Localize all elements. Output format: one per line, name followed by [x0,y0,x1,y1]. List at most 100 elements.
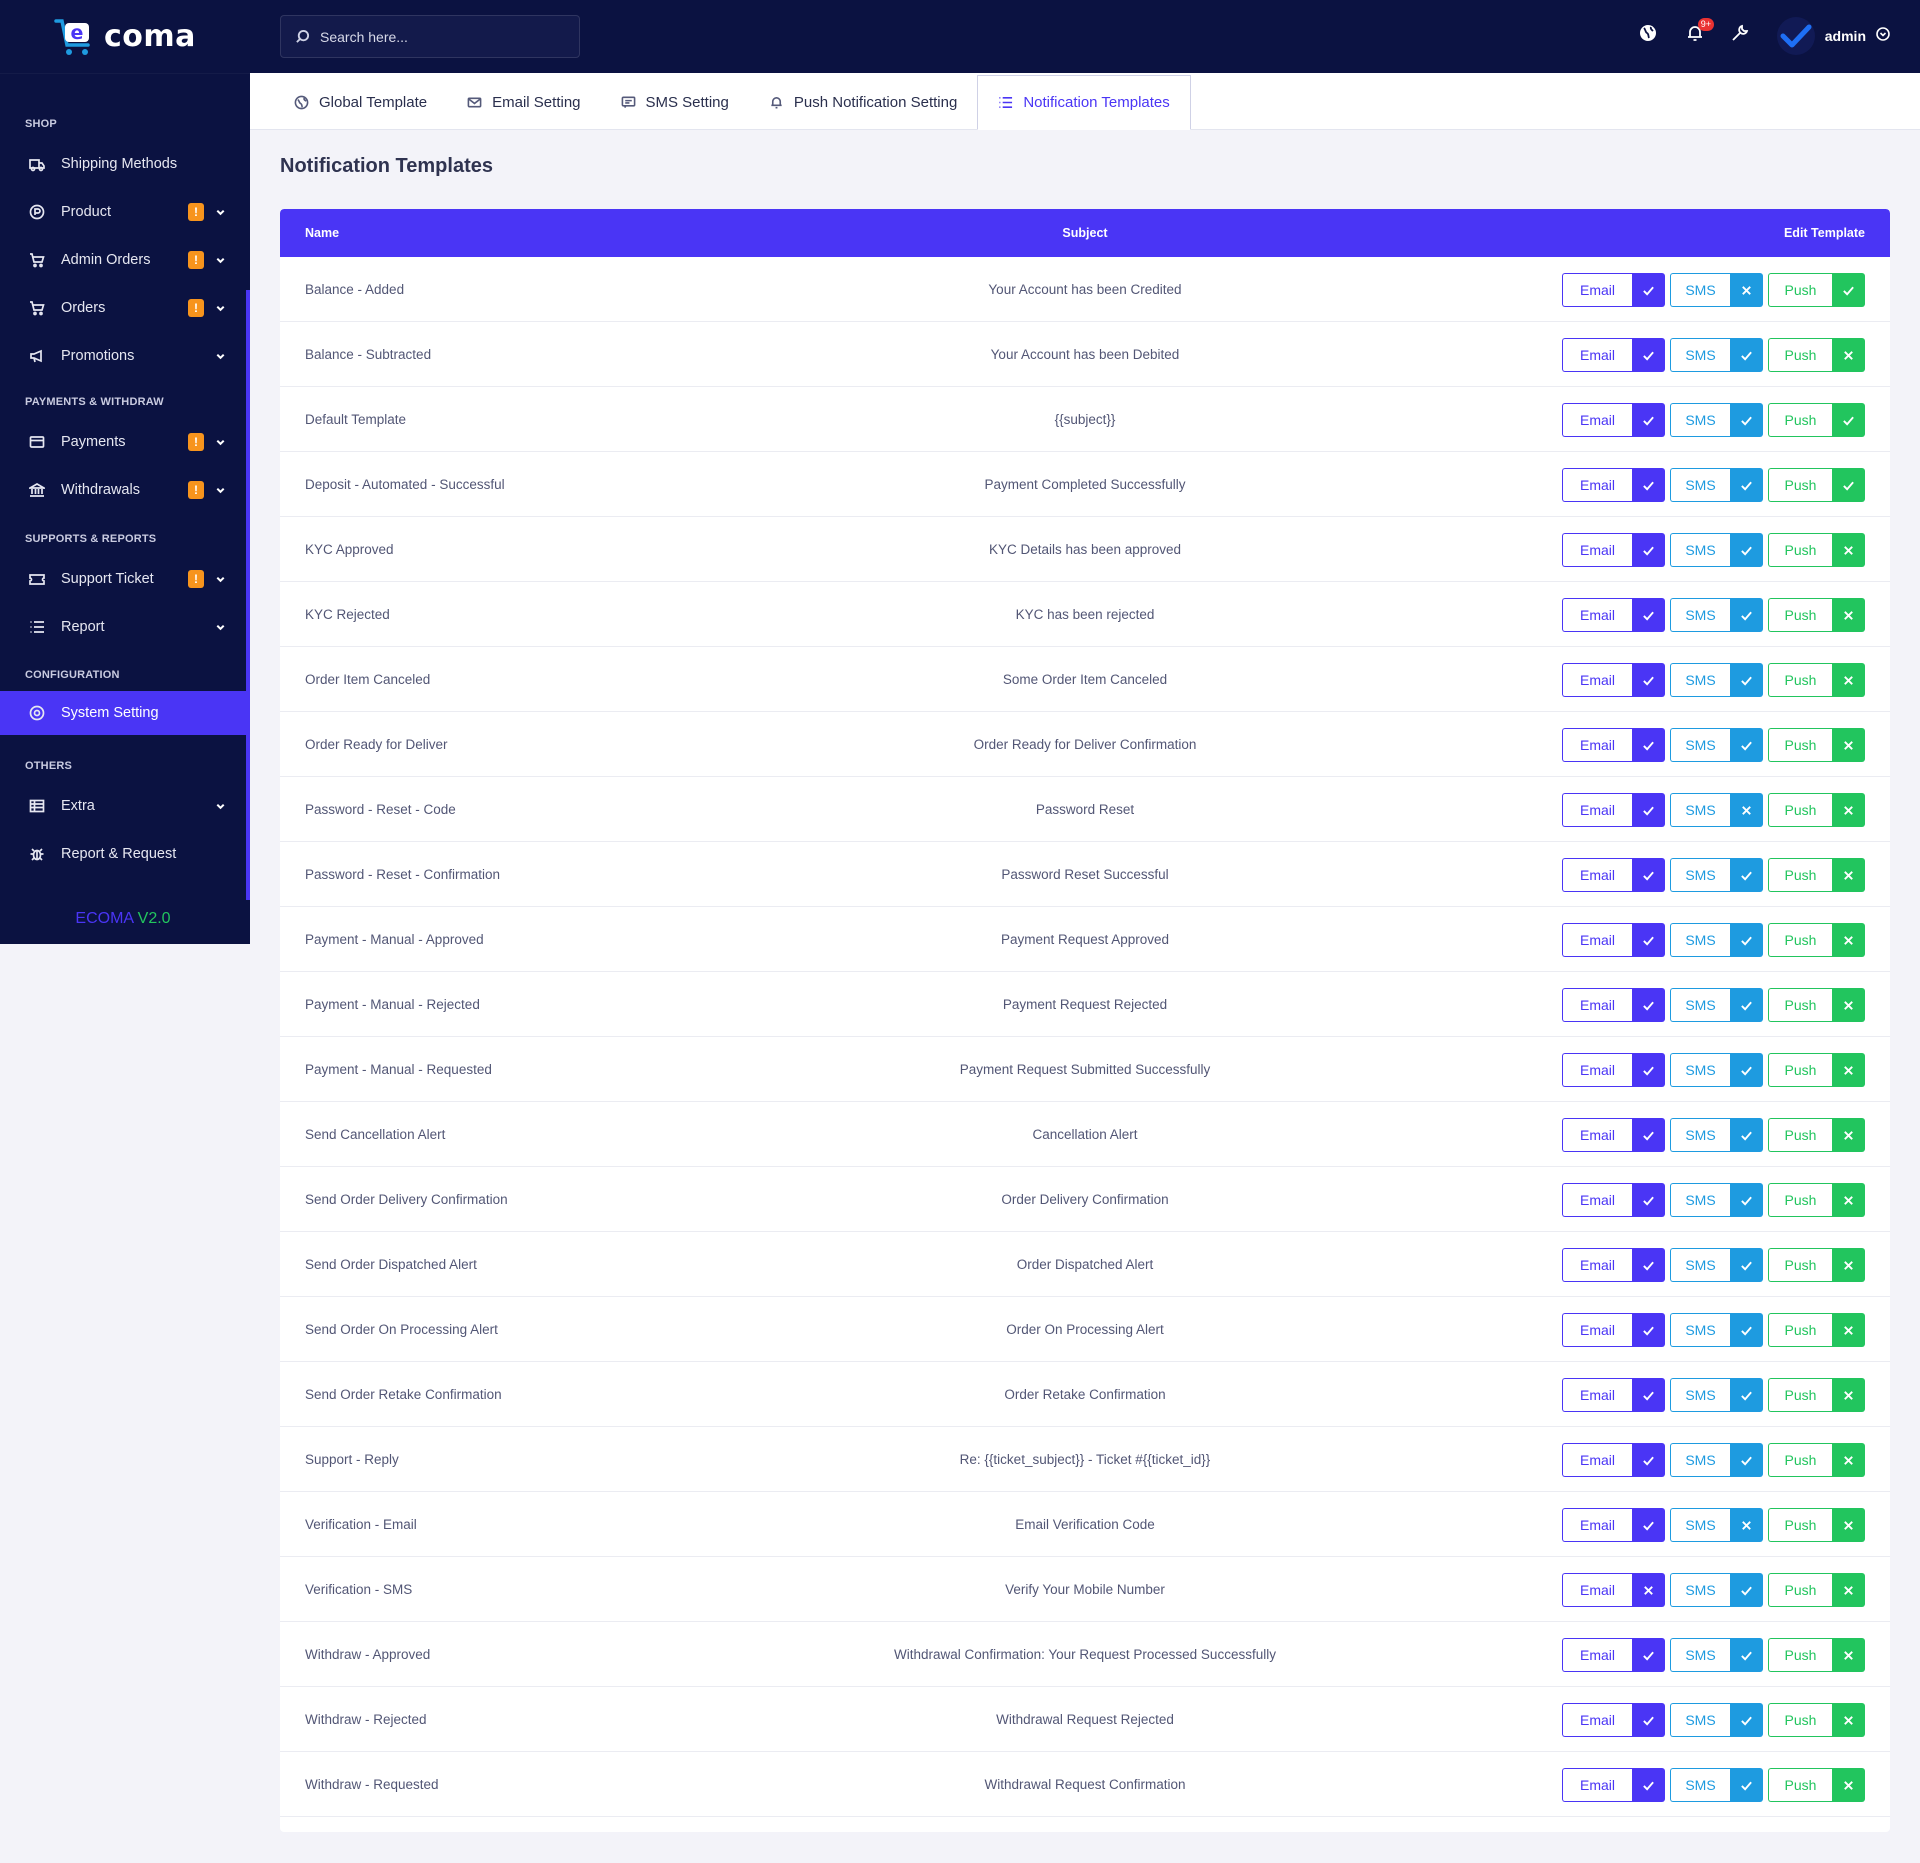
check-icon[interactable] [1730,338,1763,372]
close-icon[interactable] [1832,663,1865,697]
check-icon[interactable] [1730,1118,1763,1152]
check-icon[interactable] [1632,468,1665,502]
check-icon[interactable] [1632,1443,1665,1477]
edit-email-template-button[interactable]: Email [1562,1248,1632,1282]
edit-email-template-button[interactable]: Email [1562,1638,1632,1672]
sidebar-item-withdrawals[interactable]: Withdrawals! [0,466,250,514]
close-icon[interactable] [1632,1573,1665,1607]
edit-push-template-button[interactable]: Push [1768,1638,1832,1672]
edit-email-template-button[interactable]: Email [1562,1118,1632,1152]
tab-notification-templates[interactable]: Notification Templates [977,75,1191,130]
wrench-icon[interactable] [1729,22,1751,44]
close-icon[interactable] [1832,1183,1865,1217]
edit-email-template-button[interactable]: Email [1562,1573,1632,1607]
search-box[interactable] [280,15,580,58]
search-input[interactable] [320,28,560,45]
chevron-down-icon[interactable] [214,254,226,266]
edit-push-template-button[interactable]: Push [1768,1573,1832,1607]
close-icon[interactable] [1832,1573,1865,1607]
check-icon[interactable] [1632,598,1665,632]
close-icon[interactable] [1832,1508,1865,1542]
edit-sms-template-button[interactable]: SMS [1670,1378,1730,1412]
edit-sms-template-button[interactable]: SMS [1670,1053,1730,1087]
close-icon[interactable] [1832,1443,1865,1477]
check-icon[interactable] [1632,858,1665,892]
edit-sms-template-button[interactable]: SMS [1670,338,1730,372]
close-icon[interactable] [1832,1768,1865,1802]
check-icon[interactable] [1832,468,1865,502]
edit-sms-template-button[interactable]: SMS [1670,468,1730,502]
check-icon[interactable] [1632,1313,1665,1347]
close-icon[interactable] [1730,1508,1763,1542]
close-icon[interactable] [1832,1313,1865,1347]
chevron-down-icon[interactable] [214,621,226,633]
edit-push-template-button[interactable]: Push [1768,923,1832,957]
chevron-down-icon[interactable] [214,573,226,585]
check-icon[interactable] [1632,1183,1665,1217]
edit-email-template-button[interactable]: Email [1562,1378,1632,1412]
language-globe-icon[interactable] [1637,22,1659,44]
edit-email-template-button[interactable]: Email [1562,533,1632,567]
edit-push-template-button[interactable]: Push [1768,273,1832,307]
tab-email-setting[interactable]: Email Setting [447,75,600,129]
sidebar-item-system-setting[interactable]: System Setting [0,691,246,735]
edit-email-template-button[interactable]: Email [1562,923,1632,957]
close-icon[interactable] [1730,273,1763,307]
edit-push-template-button[interactable]: Push [1768,793,1832,827]
close-icon[interactable] [1832,1053,1865,1087]
edit-push-template-button[interactable]: Push [1768,1443,1832,1477]
check-icon[interactable] [1730,533,1763,567]
edit-sms-template-button[interactable]: SMS [1670,1118,1730,1152]
edit-email-template-button[interactable]: Email [1562,1703,1632,1737]
close-icon[interactable] [1832,1248,1865,1282]
check-icon[interactable] [1632,273,1665,307]
edit-sms-template-button[interactable]: SMS [1670,988,1730,1022]
edit-sms-template-button[interactable]: SMS [1670,403,1730,437]
edit-push-template-button[interactable]: Push [1768,598,1832,632]
edit-email-template-button[interactable]: Email [1562,663,1632,697]
check-icon[interactable] [1730,598,1763,632]
check-icon[interactable] [1632,1378,1665,1412]
close-icon[interactable] [1832,793,1865,827]
check-icon[interactable] [1730,923,1763,957]
edit-email-template-button[interactable]: Email [1562,1768,1632,1802]
sidebar-item-shipping-methods[interactable]: Shipping Methods [0,140,250,188]
sidebar-item-payments[interactable]: Payments! [0,418,250,466]
tab-push-notification-setting[interactable]: Push Notification Setting [749,75,977,129]
sidebar-item-report[interactable]: Report [0,603,250,651]
edit-email-template-button[interactable]: Email [1562,598,1632,632]
sidebar-item-product[interactable]: Product! [0,188,250,236]
edit-sms-template-button[interactable]: SMS [1670,1443,1730,1477]
edit-sms-template-button[interactable]: SMS [1670,1508,1730,1542]
sidebar-item-extra[interactable]: Extra [0,782,250,830]
edit-push-template-button[interactable]: Push [1768,1183,1832,1217]
close-icon[interactable] [1832,533,1865,567]
edit-push-template-button[interactable]: Push [1768,1508,1832,1542]
edit-push-template-button[interactable]: Push [1768,403,1832,437]
check-icon[interactable] [1730,728,1763,762]
brand-logo[interactable]: e coma [0,0,250,74]
edit-push-template-button[interactable]: Push [1768,663,1832,697]
check-icon[interactable] [1730,1443,1763,1477]
edit-push-template-button[interactable]: Push [1768,1768,1832,1802]
check-icon[interactable] [1832,403,1865,437]
edit-email-template-button[interactable]: Email [1562,1053,1632,1087]
check-icon[interactable] [1730,1378,1763,1412]
edit-push-template-button[interactable]: Push [1768,468,1832,502]
close-icon[interactable] [1832,338,1865,372]
edit-email-template-button[interactable]: Email [1562,858,1632,892]
check-icon[interactable] [1730,1768,1763,1802]
check-icon[interactable] [1730,1248,1763,1282]
chevron-down-icon[interactable] [214,302,226,314]
edit-push-template-button[interactable]: Push [1768,1248,1832,1282]
check-icon[interactable] [1632,793,1665,827]
check-icon[interactable] [1632,1638,1665,1672]
edit-push-template-button[interactable]: Push [1768,988,1832,1022]
check-icon[interactable] [1632,1118,1665,1152]
edit-sms-template-button[interactable]: SMS [1670,598,1730,632]
sidebar-scrollbar[interactable] [246,290,250,900]
edit-push-template-button[interactable]: Push [1768,1378,1832,1412]
check-icon[interactable] [1632,728,1665,762]
edit-email-template-button[interactable]: Email [1562,1443,1632,1477]
sidebar-item-admin-orders[interactable]: Admin Orders! [0,236,250,284]
